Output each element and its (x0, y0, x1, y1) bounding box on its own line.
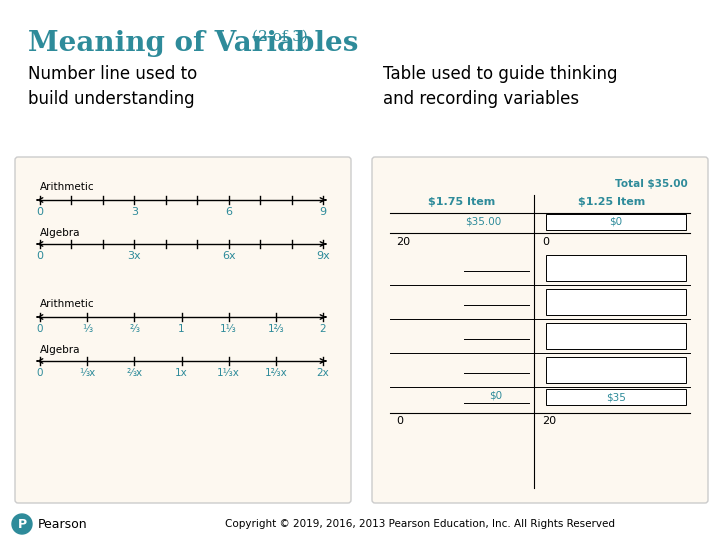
Text: 1x: 1x (175, 368, 188, 378)
Text: Total $35.00: Total $35.00 (616, 179, 688, 189)
Text: Copyright © 2019, 2016, 2013 Pearson Education, Inc. All Rights Reserved: Copyright © 2019, 2016, 2013 Pearson Edu… (225, 519, 615, 529)
Text: Algebra: Algebra (40, 228, 81, 238)
Text: Algebra: Algebra (40, 345, 81, 355)
Text: 6: 6 (225, 207, 232, 217)
Text: 1⅓: 1⅓ (220, 324, 237, 334)
Text: ⅔x: ⅔x (126, 368, 143, 378)
Text: 1: 1 (178, 324, 185, 334)
Text: 2: 2 (320, 324, 326, 334)
Text: $1.25 Item: $1.25 Item (578, 197, 646, 207)
Text: ⅔: ⅔ (130, 324, 140, 334)
Text: 9x: 9x (316, 251, 330, 261)
Text: Table used to guide thinking
and recording variables: Table used to guide thinking and recordi… (383, 65, 618, 108)
Text: $35: $35 (606, 392, 626, 402)
FancyBboxPatch shape (372, 157, 708, 503)
Text: 3x: 3x (127, 251, 141, 261)
Text: $1.75 Item: $1.75 Item (428, 197, 495, 207)
Text: 20: 20 (396, 237, 410, 247)
Text: Arithmetic: Arithmetic (40, 299, 94, 309)
Bar (546, 289, 686, 315)
FancyBboxPatch shape (15, 157, 351, 503)
Text: Meaning of Variables: Meaning of Variables (28, 30, 359, 57)
Bar (546, 357, 686, 383)
Text: (2 of 3): (2 of 3) (252, 30, 308, 44)
Text: 2x: 2x (317, 368, 329, 378)
Text: 20: 20 (542, 416, 556, 426)
Text: 1⅔x: 1⅔x (264, 368, 287, 378)
Bar (546, 323, 686, 349)
Text: ⅓x: ⅓x (79, 368, 95, 378)
Bar (546, 214, 686, 230)
Text: 0: 0 (542, 237, 549, 247)
Text: 0: 0 (396, 416, 403, 426)
Text: 0: 0 (37, 324, 43, 334)
Text: 9: 9 (320, 207, 327, 217)
Text: $35.00: $35.00 (465, 216, 502, 226)
Text: Pearson: Pearson (38, 517, 88, 530)
Text: Arithmetic: Arithmetic (40, 182, 94, 192)
Text: 6x: 6x (222, 251, 235, 261)
Text: 0: 0 (37, 251, 43, 261)
Circle shape (12, 514, 32, 534)
Text: ⅓: ⅓ (82, 324, 92, 334)
Text: $0: $0 (490, 391, 503, 401)
Text: 0: 0 (37, 368, 43, 378)
Text: 0: 0 (37, 207, 43, 217)
Text: P: P (17, 517, 27, 530)
Bar (546, 389, 686, 405)
Text: 1⅓x: 1⅓x (217, 368, 240, 378)
Bar (546, 255, 686, 281)
Text: Number line used to
build understanding: Number line used to build understanding (28, 65, 197, 108)
Text: 1⅔: 1⅔ (268, 324, 284, 334)
Text: 3: 3 (131, 207, 138, 217)
Text: $0: $0 (609, 217, 623, 227)
